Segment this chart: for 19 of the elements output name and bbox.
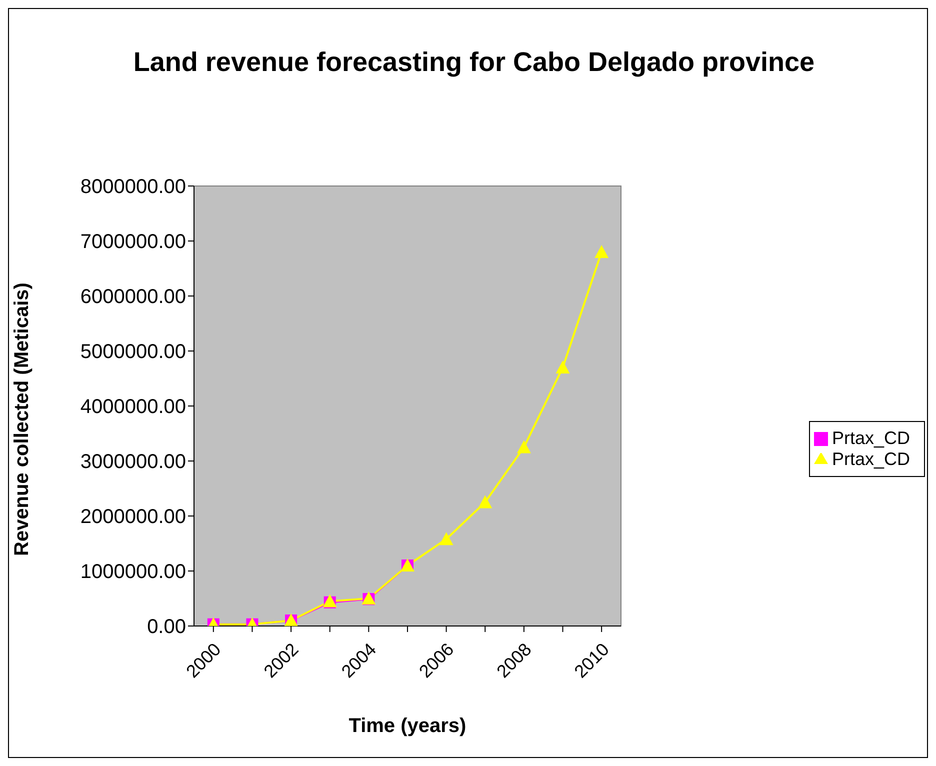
point xyxy=(478,495,492,508)
legend-label: Prtax_CD xyxy=(832,428,910,448)
y-tick-label: 5000000.00 xyxy=(80,341,186,364)
y-tick-label: 0.00 xyxy=(147,616,186,638)
y-tick-label: 8000000.00 xyxy=(80,176,186,198)
point xyxy=(594,245,609,258)
y-tick-label: 3000000.00 xyxy=(80,451,186,474)
point xyxy=(556,360,570,374)
y-tick-label: 2000000.00 xyxy=(80,506,186,528)
chart-title: Land revenue forecasting for Cabo Delgado province xyxy=(132,46,816,79)
y-axis-title: Revenue collected (Meticais) xyxy=(11,282,34,556)
point xyxy=(439,532,454,546)
y-tick-label: 7000000.00 xyxy=(80,231,186,254)
y-tick-label: 1000000.00 xyxy=(80,561,186,584)
x-axis-title: Time (years) xyxy=(348,715,466,737)
y-tick-label: 4000000.00 xyxy=(80,396,186,418)
point xyxy=(516,440,531,454)
y-tick-label: 6000000.00 xyxy=(80,286,186,308)
legend-label: Prtax_CD xyxy=(832,449,910,469)
